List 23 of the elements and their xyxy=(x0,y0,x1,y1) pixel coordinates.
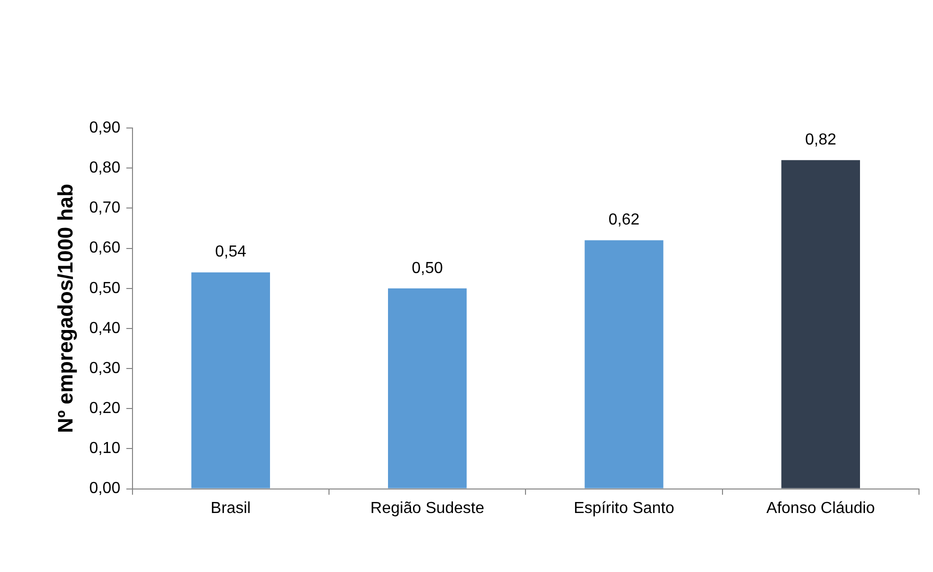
x-tick-label: Espírito Santo xyxy=(574,500,674,517)
y-tick-label: 0,90 xyxy=(89,119,120,136)
x-tick-label: Brasil xyxy=(210,500,251,517)
bar xyxy=(191,272,270,488)
y-tick-label: 0,00 xyxy=(89,480,120,498)
y-tick-label: 0,50 xyxy=(89,280,120,297)
bar xyxy=(781,160,860,488)
bar xyxy=(584,240,664,488)
y-tick-label: 0,40 xyxy=(89,320,120,337)
y-tick-label: 0,80 xyxy=(89,159,120,176)
y-tick-label: 0,70 xyxy=(89,200,120,217)
y-axis-title: Nº empregados/1000 hab xyxy=(54,184,78,434)
data-label: 0,50 xyxy=(412,260,444,277)
y-tick-label: 0,30 xyxy=(89,360,120,377)
y-tick-label: 0,20 xyxy=(89,400,120,418)
bar xyxy=(388,288,467,488)
y-tick-label: 0,10 xyxy=(89,440,120,458)
data-label: 0,54 xyxy=(215,244,246,261)
data-label: 0,62 xyxy=(608,212,640,229)
data-label: 0,82 xyxy=(805,131,836,148)
y-tick-label: 0,60 xyxy=(89,240,120,257)
x-tick-label: Afonso Cláudio xyxy=(766,500,876,517)
x-tick-label: Região Sudeste xyxy=(370,500,484,517)
